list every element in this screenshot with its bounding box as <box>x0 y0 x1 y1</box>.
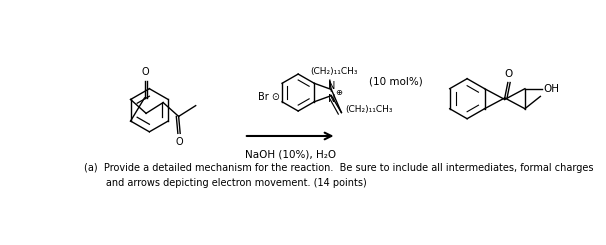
Text: N: N <box>328 94 336 104</box>
Text: NaOH (10%), H₂O: NaOH (10%), H₂O <box>245 150 336 160</box>
Text: (10 mol%): (10 mol%) <box>368 77 422 87</box>
Text: O: O <box>141 67 149 77</box>
Text: O: O <box>504 69 513 79</box>
Text: Br ⊙: Br ⊙ <box>259 92 281 102</box>
Text: OH: OH <box>544 84 559 94</box>
Text: O: O <box>176 137 183 147</box>
Text: N: N <box>328 81 336 91</box>
Text: and arrows depicting electron movement. (14 points): and arrows depicting electron movement. … <box>84 178 366 188</box>
Text: ⊕: ⊕ <box>335 88 342 97</box>
Text: (a)  Provide a detailed mechanism for the reaction.  Be sure to include all inte: (a) Provide a detailed mechanism for the… <box>84 163 593 173</box>
Text: (CH₂)₁₁CH₃: (CH₂)₁₁CH₃ <box>345 105 393 114</box>
Text: (CH₂)₁₁CH₃: (CH₂)₁₁CH₃ <box>310 67 358 76</box>
